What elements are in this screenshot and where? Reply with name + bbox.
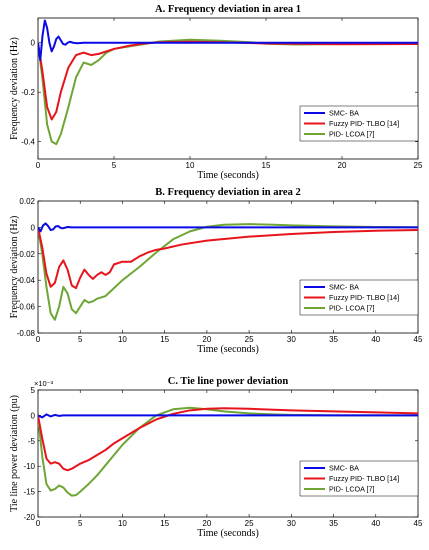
legend-label: SMC- BA <box>329 464 359 473</box>
x-tick-label: 0 <box>36 519 41 528</box>
legend-label: Fuzzy PID- TLBO [14] <box>329 119 399 128</box>
chart-title: A. Frequency deviation in area 1 <box>155 4 301 15</box>
y-tick-label: -0.2 <box>21 88 35 97</box>
x-axis-label: Time (seconds) <box>197 344 259 355</box>
x-tick-label: 20 <box>338 161 347 170</box>
x-tick-label: 10 <box>186 161 195 170</box>
x-tick-label: 10 <box>118 519 127 528</box>
x-axis-label: Time (seconds) <box>197 170 259 181</box>
y-exponent-label: ×10⁻³ <box>34 379 54 388</box>
x-tick-label: 10 <box>118 335 127 344</box>
chart-title: B. Frequency deviation in area 2 <box>155 187 300 198</box>
x-tick-label: 0 <box>36 335 41 344</box>
x-tick-label: 45 <box>414 335 423 344</box>
x-tick-label: 5 <box>112 161 117 170</box>
legend-label: SMC- BA <box>329 109 359 118</box>
x-tick-label: 0 <box>36 161 41 170</box>
y-tick-label: 0 <box>31 39 36 48</box>
x-tick-label: 25 <box>414 161 423 170</box>
y-axis-label: Frequency deviation (Hz) <box>9 216 20 319</box>
x-tick-label: 15 <box>262 161 271 170</box>
y-tick-label: 5 <box>31 386 36 395</box>
x-tick-label: 5 <box>78 519 83 528</box>
x-tick-label: 30 <box>287 335 296 344</box>
x-tick-label: 45 <box>414 519 423 528</box>
y-tick-label: 0.02 <box>19 197 35 206</box>
x-tick-label: 35 <box>329 335 338 344</box>
legend-label: PID- LCOA [7] <box>329 485 375 494</box>
y-axis-label: Tie line power deviation (pu) <box>9 395 20 512</box>
series-line-smc <box>38 222 418 233</box>
x-tick-label: 40 <box>371 335 380 344</box>
y-tick-label: -20 <box>23 513 35 522</box>
chart-panel-2: B. Frequency deviation in area 2 0 5 10 15 20… <box>9 187 423 355</box>
x-tick-label: 5 <box>78 335 83 344</box>
series-line-pid <box>38 223 418 321</box>
y-axis-label: Frequency deviation (Hz) <box>9 37 20 140</box>
y-tick-label: -0.04 <box>17 276 36 285</box>
chart-panel-1: A. Frequency deviation in area 1 0 5 10 15 20… <box>9 4 423 181</box>
x-tick-label: 15 <box>160 335 169 344</box>
y-tick-label: -0.4 <box>21 138 35 147</box>
legend-label: Fuzzy PID- TLBO [14] <box>329 474 399 483</box>
y-tick-label: 0 <box>31 223 36 232</box>
legend-label: PID- LCOA [7] <box>329 130 375 139</box>
x-tick-label: 20 <box>202 335 211 344</box>
series-line-fuzzy <box>38 407 418 472</box>
y-tick-label: -5 <box>28 437 36 446</box>
x-tick-label: 15 <box>160 519 169 528</box>
y-tick-label: -0.02 <box>17 250 36 259</box>
series-line-fuzzy <box>38 227 418 290</box>
y-tick-label: -15 <box>23 488 35 497</box>
x-tick-label: 20 <box>202 519 211 528</box>
legend-label: Fuzzy PID- TLBO [14] <box>329 293 399 302</box>
chart-panel-3: C. Tie line power deviation 0 5 10 15 20 25 30 3… <box>9 376 423 539</box>
series-line-smc <box>38 413 418 419</box>
chart-title: C. Tie line power deviation <box>168 376 289 387</box>
x-tick-label: 25 <box>245 335 254 344</box>
y-tick-label: -10 <box>23 462 35 471</box>
x-tick-label: 30 <box>287 519 296 528</box>
x-tick-label: 40 <box>371 519 380 528</box>
y-tick-label: -0.06 <box>17 303 36 312</box>
series-line-pid <box>38 406 418 497</box>
x-tick-label: 25 <box>245 519 254 528</box>
x-tick-label: 35 <box>329 519 338 528</box>
x-axis-label: Time (seconds) <box>197 528 259 539</box>
legend-label: PID- LCOA [7] <box>329 304 375 313</box>
y-tick-label: -0.08 <box>17 329 36 338</box>
legend-label: SMC- BA <box>329 283 359 292</box>
series-line-smc <box>38 19 418 62</box>
y-tick-label: 0 <box>31 411 36 420</box>
